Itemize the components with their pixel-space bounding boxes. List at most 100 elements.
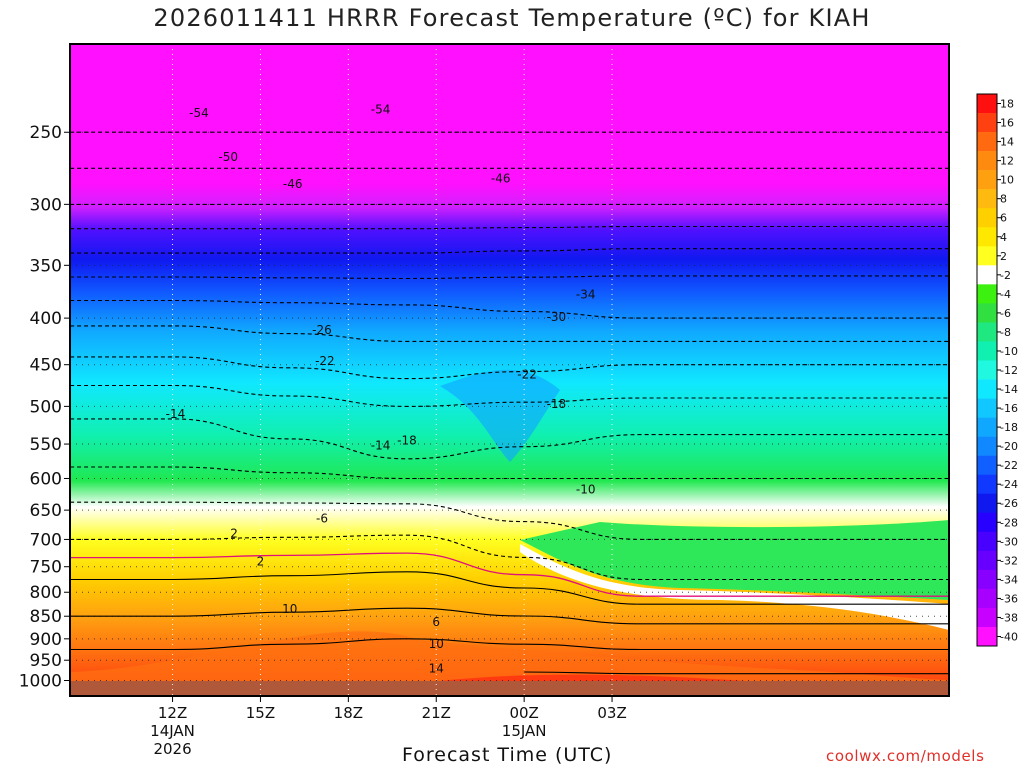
contour-line (69, 466, 949, 480)
colorbar-swatch (977, 417, 997, 437)
colorbar-label: -34 (1000, 573, 1018, 586)
x-tick-date: 14JAN (150, 722, 195, 740)
colorbar-label: 10 (1000, 174, 1014, 187)
y-tick-label: 750 (30, 558, 62, 578)
colorbar-label: 6 (1000, 212, 1007, 225)
chart-title: 2026011411 HRRR Forecast Temperature (ºC… (153, 4, 871, 32)
colorbar-label: -8 (1000, 326, 1011, 339)
colorbar-label: -20 (1000, 440, 1018, 453)
colorbar-label: -40 (1000, 630, 1018, 643)
colorbar-swatch (977, 284, 997, 304)
y-axis: 250 300 350 400 450 500 550 600 650 700 750 800 850 9… (19, 123, 70, 691)
contour-label: -30 (547, 310, 567, 324)
contour-line (69, 607, 949, 625)
colorbar-label: 2 (1000, 250, 1007, 263)
x-tick-label: 12Z (158, 704, 187, 722)
contour-line (70, 275, 949, 280)
y-tick-label: 600 (30, 469, 62, 489)
contour-label: -54 (189, 106, 209, 120)
colorbar-swatch (977, 493, 997, 514)
contour-line (70, 638, 949, 651)
contour-label: -46 (491, 171, 511, 185)
colorbar-swatch (977, 531, 997, 552)
contour-label: -46 (283, 177, 303, 191)
colorbar-label: -4 (1000, 288, 1011, 301)
colorbar-label: 18 (1000, 98, 1014, 111)
contour-label: 14 (429, 661, 444, 675)
colorbar-label: -6 (1000, 307, 1011, 320)
colorbar-swatch (977, 512, 997, 533)
colorbar-label: -22 (1000, 459, 1018, 472)
y-tick-label: 400 (30, 309, 62, 329)
contour-line (69, 384, 949, 407)
y-tick-label: 800 (30, 583, 62, 603)
colorbar-swatch (977, 588, 997, 609)
colorbar-swatch (977, 94, 997, 114)
colorbar-swatch (977, 398, 997, 418)
colorbar-label: 12 (1000, 155, 1014, 168)
y-tick-label: 700 (30, 530, 62, 550)
y-tick-label: 500 (30, 397, 62, 417)
contour-labels: -54 -54 -50 -46 -46 -34 -30 -26 -22 -22 -18 -18 -14 -… (166, 102, 596, 675)
contour-label: -18 (397, 433, 417, 447)
x-tick-label: 03Z (597, 704, 626, 722)
y-tick-label: 650 (30, 501, 62, 521)
contour-label: -6 (316, 512, 328, 526)
warm-core-region (70, 631, 949, 696)
colorbar-swatch (977, 626, 997, 647)
grid (70, 44, 949, 696)
colorbar-label: -24 (1000, 478, 1018, 491)
colorbar-label: -26 (1000, 497, 1018, 510)
contour-label: 10 (429, 637, 444, 651)
colorbar-label: 14 (1000, 136, 1014, 149)
x-tick-date: 15JAN (502, 722, 547, 740)
contour-line (69, 418, 949, 460)
contour-line (524, 671, 949, 675)
x-axis-title: Forecast Time (UTC) (402, 744, 613, 766)
y-tick-label: 450 (30, 356, 62, 376)
colorbar-swatch (977, 322, 997, 342)
colorbar-swatch (977, 455, 997, 475)
contour-line (70, 225, 949, 230)
colorbar-label: -10 (1000, 345, 1018, 358)
contour-line (70, 248, 949, 254)
colorbar: 18 16 14 12 10 8 6 4 2 -2 -4 -6 -8 -10 -12 -14 -16 -18 -20… (976, 93, 1018, 647)
colorbar-swatch (977, 227, 997, 247)
contour-label: 2 (257, 554, 265, 568)
colorbar-swatch (977, 170, 997, 190)
contour-label: -22 (315, 354, 335, 368)
colorbar-label: -12 (1000, 364, 1018, 377)
contour-line (70, 325, 950, 342)
colorbar-label: -16 (1000, 402, 1018, 415)
colorbar-swatch (977, 189, 997, 209)
x-tick-label: 18Z (334, 704, 363, 722)
colorbar-swatch (977, 360, 997, 380)
x-tick-year: 2026 (153, 740, 191, 758)
y-tick-label: 550 (30, 435, 62, 455)
colorbar-swatch (977, 379, 997, 399)
colorbar-swatch (977, 341, 997, 361)
contour-label: -10 (576, 483, 596, 497)
colorbar-swatch (977, 436, 997, 456)
contour-line (69, 534, 949, 581)
colorbar-label: -28 (1000, 516, 1018, 529)
colorbar-label: -18 (1000, 421, 1018, 434)
contour-lines (69, 131, 950, 675)
ground-layer (70, 681, 949, 696)
credit-link[interactable]: coolwx.com/models (826, 747, 985, 765)
colorbar-label: -38 (1000, 611, 1018, 624)
contour-label: 2 (230, 527, 238, 541)
colorbar-label: 16 (1000, 117, 1014, 130)
y-tick-label: 350 (30, 256, 62, 276)
colorbar-swatch (977, 303, 997, 323)
y-tick-label: 950 (30, 651, 62, 671)
contour-label: -26 (312, 323, 332, 337)
contour-label: 6 (432, 615, 440, 629)
colorbar-swatch (977, 113, 997, 133)
y-tick-label: 250 (30, 123, 62, 143)
x-tick-label: 00Z (509, 704, 538, 722)
colorbar-label: -14 (1000, 383, 1018, 396)
plot-frame (69, 43, 950, 697)
contour-label: -22 (517, 367, 537, 381)
